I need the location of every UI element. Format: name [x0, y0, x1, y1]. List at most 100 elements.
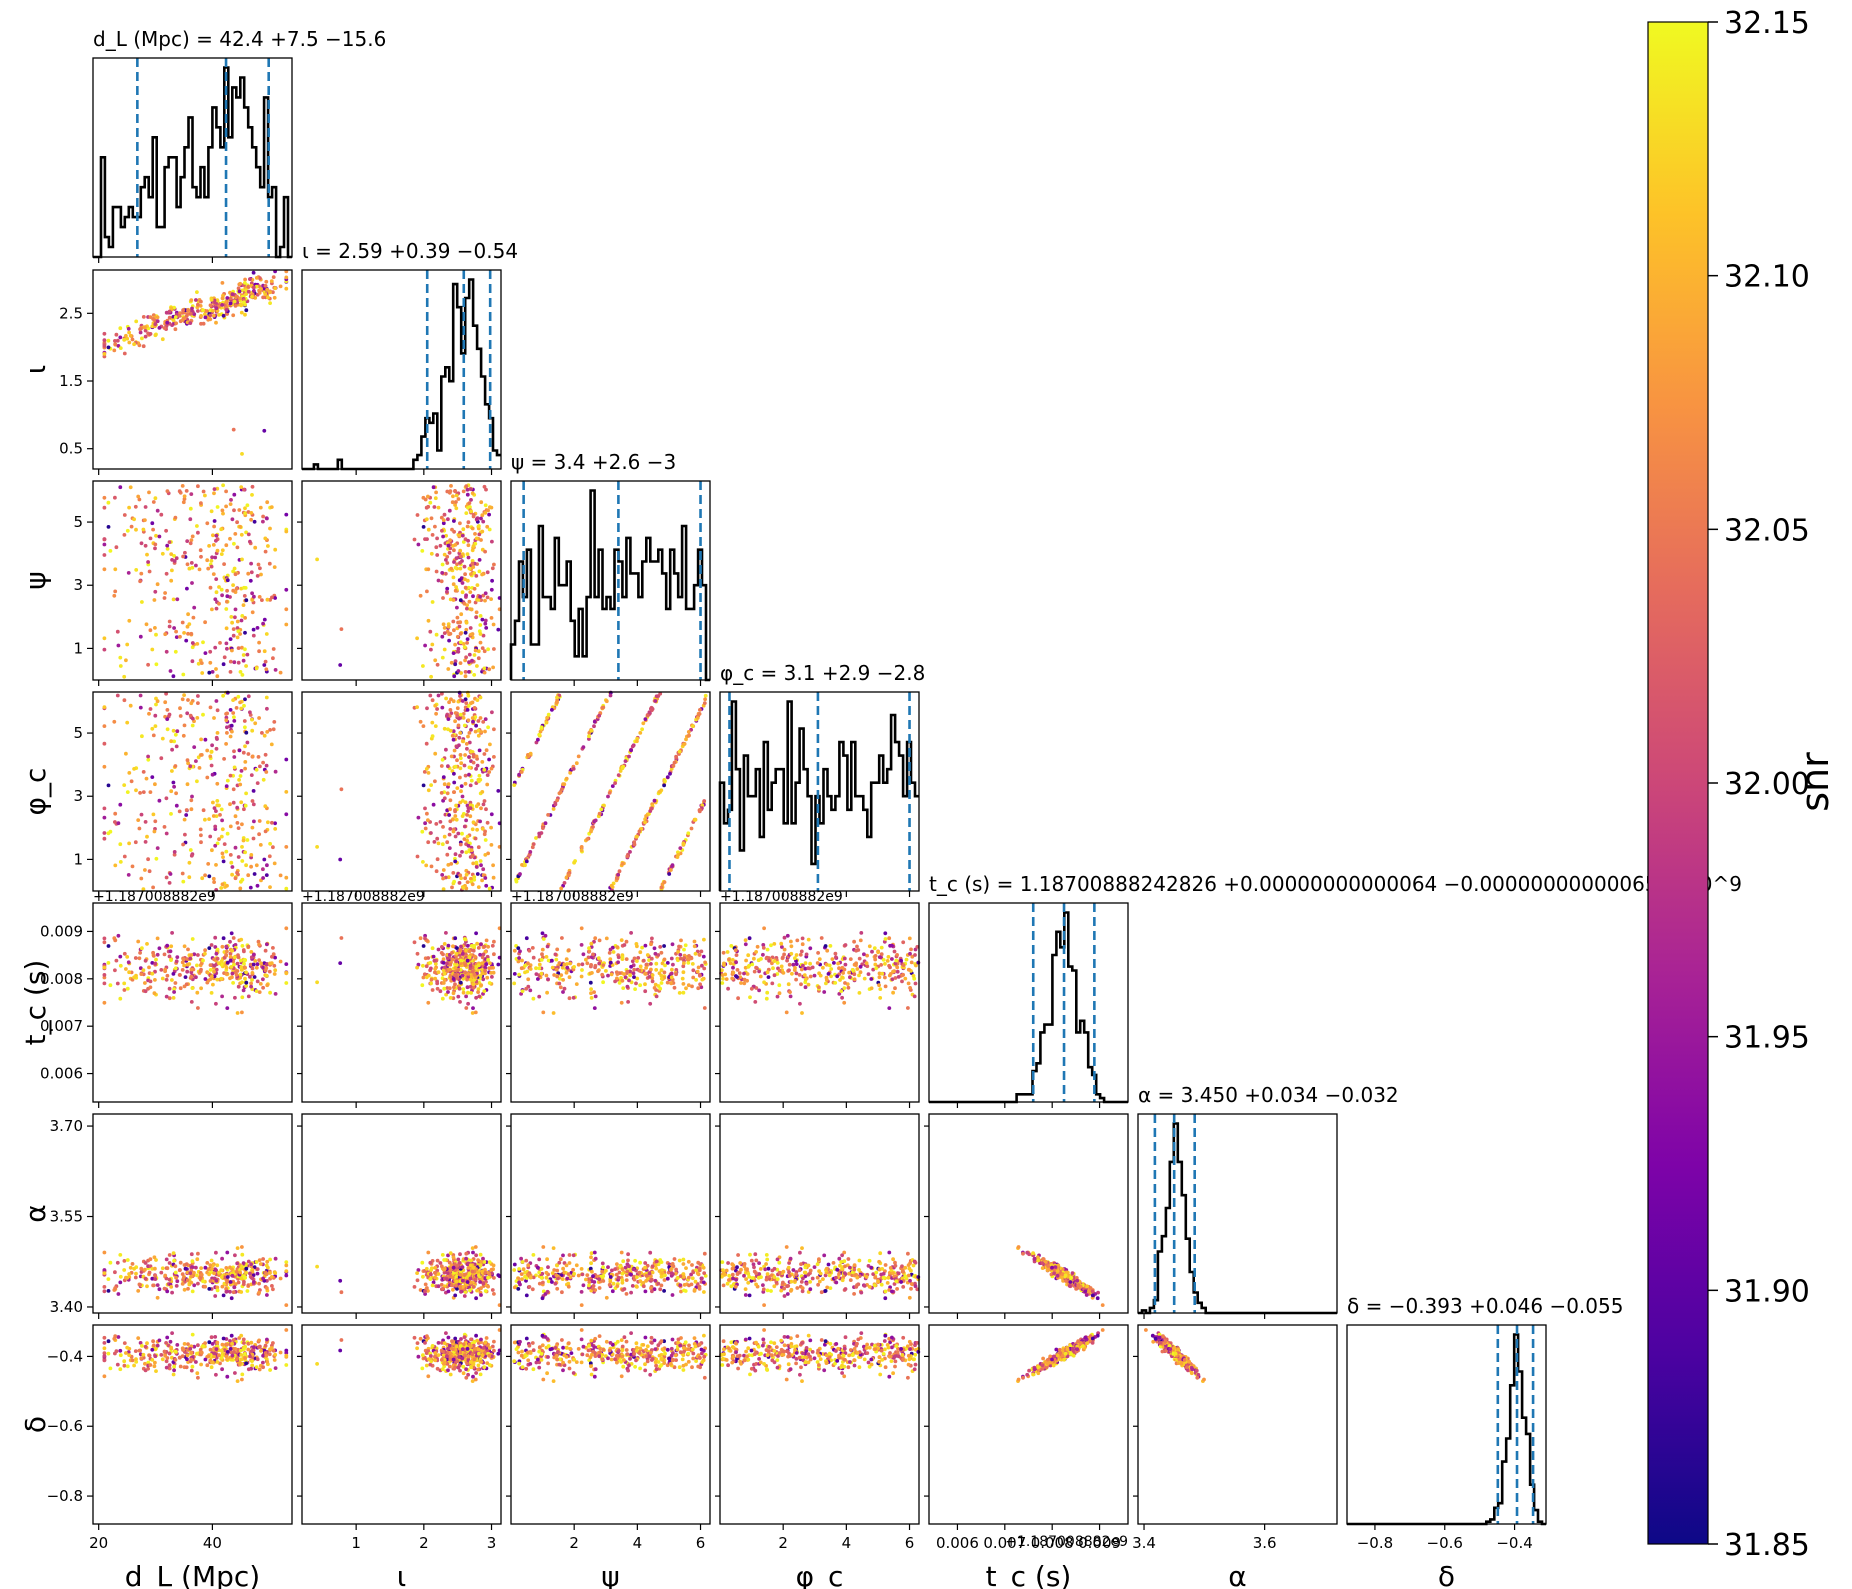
- point: [180, 697, 185, 702]
- point: [441, 1286, 445, 1291]
- point: [453, 936, 458, 941]
- point: [421, 944, 426, 948]
- point: [165, 489, 170, 493]
- point: [185, 586, 189, 591]
- point: [855, 967, 860, 971]
- point: [454, 506, 459, 511]
- point: [557, 961, 562, 965]
- point: [799, 949, 804, 954]
- panel-background: [93, 270, 292, 469]
- point: [571, 995, 576, 1000]
- panel-tc-psi: [506, 902, 711, 1108]
- point: [244, 791, 249, 796]
- point: [463, 963, 468, 967]
- point: [864, 961, 869, 966]
- point: [264, 667, 269, 672]
- point: [182, 497, 187, 501]
- point: [222, 757, 227, 761]
- point: [113, 339, 117, 343]
- point: [440, 562, 445, 567]
- point: [669, 868, 673, 872]
- point: [824, 978, 829, 982]
- point: [260, 598, 264, 602]
- point: [215, 708, 220, 713]
- point: [604, 699, 609, 704]
- point: [631, 971, 636, 976]
- point: [188, 321, 193, 325]
- point: [165, 717, 170, 721]
- point: [113, 589, 118, 594]
- point: [490, 1288, 495, 1292]
- point: [122, 533, 127, 537]
- point: [196, 530, 200, 535]
- point: [665, 980, 670, 985]
- point: [442, 834, 447, 839]
- point: [136, 939, 141, 944]
- point: [251, 802, 256, 807]
- point: [262, 428, 267, 433]
- point: [194, 298, 198, 302]
- point: [469, 498, 473, 502]
- point: [243, 1275, 247, 1280]
- point: [852, 977, 857, 982]
- point: [520, 958, 524, 963]
- point: [486, 958, 490, 962]
- point: [451, 575, 456, 580]
- point: [843, 981, 847, 985]
- point: [126, 873, 131, 877]
- point: [739, 981, 743, 985]
- point: [474, 1253, 478, 1258]
- point: [564, 957, 569, 961]
- point: [147, 965, 151, 970]
- point: [232, 541, 236, 546]
- point: [125, 642, 130, 647]
- point: [113, 1286, 118, 1290]
- point: [264, 695, 269, 700]
- point: [230, 648, 234, 653]
- point: [555, 947, 560, 952]
- point: [229, 931, 234, 936]
- point: [471, 514, 476, 519]
- point: [271, 952, 276, 957]
- point: [240, 645, 244, 650]
- point: [116, 821, 121, 826]
- point: [546, 813, 550, 817]
- point: [458, 521, 462, 526]
- point: [624, 957, 629, 961]
- point: [278, 1276, 283, 1281]
- point: [483, 503, 488, 508]
- point: [604, 936, 609, 941]
- point: [150, 647, 155, 652]
- point: [433, 779, 437, 784]
- point: [448, 631, 453, 636]
- point: [224, 300, 229, 305]
- point: [482, 484, 487, 489]
- point: [257, 990, 262, 994]
- point: [163, 1273, 168, 1278]
- point: [682, 961, 686, 966]
- point: [835, 974, 840, 979]
- point: [272, 565, 277, 569]
- point: [691, 968, 696, 973]
- point: [859, 931, 864, 935]
- point: [183, 1266, 188, 1271]
- point: [877, 983, 881, 988]
- point: [459, 784, 464, 788]
- point: [423, 643, 427, 648]
- point: [184, 813, 189, 817]
- point: [236, 660, 241, 665]
- point: [696, 965, 701, 970]
- point: [255, 1271, 260, 1276]
- point: [808, 946, 813, 951]
- point: [430, 698, 435, 703]
- point: [435, 857, 440, 862]
- point: [157, 326, 162, 330]
- point: [452, 780, 457, 785]
- point: [263, 549, 268, 554]
- point: [634, 981, 638, 986]
- point: [423, 936, 427, 941]
- point: [574, 761, 579, 766]
- point: [261, 1257, 265, 1261]
- point: [196, 1006, 200, 1010]
- point: [434, 822, 439, 826]
